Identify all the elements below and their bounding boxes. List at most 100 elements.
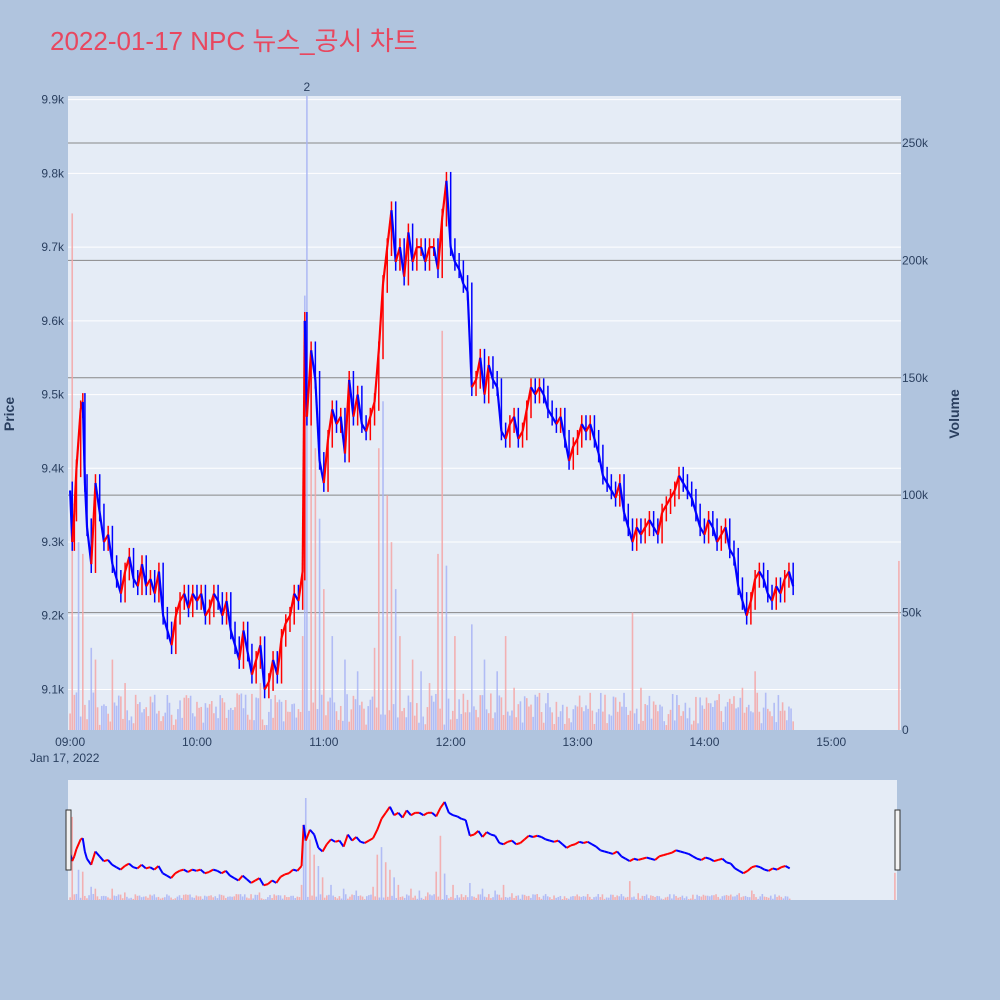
volume-bar <box>602 711 604 730</box>
volume-bar <box>513 687 515 730</box>
slider-volume-bar <box>656 895 658 900</box>
slider-volume-bar <box>212 897 214 900</box>
volume-bar <box>295 717 298 730</box>
volume-bar <box>272 717 274 730</box>
volume-bar <box>648 695 651 730</box>
slider-volume-bar <box>694 898 696 900</box>
slider-volume-bar <box>441 899 444 900</box>
slider-price-segment <box>326 838 332 845</box>
volume-bar <box>523 696 526 730</box>
slider-volume-bar <box>100 896 103 900</box>
slider-volume-bar <box>311 895 313 900</box>
slider-volume-bar <box>140 897 143 900</box>
range-slider-left-handle[interactable] <box>65 809 72 871</box>
slider-volume-bar <box>433 894 435 900</box>
slider-volume-bar <box>132 898 135 900</box>
slider-volume-bar <box>772 898 774 900</box>
slider-volume-bar <box>586 894 589 900</box>
volume-bar <box>257 698 260 730</box>
slider-volume-bar <box>616 895 618 900</box>
slider-price-segment <box>507 839 513 843</box>
slider-volume-bar <box>666 896 669 900</box>
volume-bar <box>187 698 190 730</box>
slider-volume-bar <box>281 898 284 900</box>
volume-bar <box>333 702 336 730</box>
volume-bar <box>69 713 71 730</box>
volume-bar <box>316 709 319 730</box>
slider-price-segment <box>183 868 189 873</box>
slider-volume-bar <box>260 898 263 900</box>
volume-bar <box>293 703 296 730</box>
slider-price-segment <box>187 868 193 873</box>
slider-volume-bar <box>597 894 600 900</box>
slider-price-segment <box>313 834 320 849</box>
volume-bar <box>371 696 374 730</box>
slider-volume-bar <box>382 897 385 900</box>
volume-bar <box>661 706 663 730</box>
slider-volume-bar <box>706 895 709 900</box>
slider-volume-bar <box>620 894 623 900</box>
volume-bar <box>534 694 537 730</box>
time-tick-label: 15:00 <box>816 735 846 749</box>
slider-price-segment <box>111 863 117 869</box>
slider-price-segment <box>650 857 656 861</box>
slider-volume-bar <box>159 898 162 900</box>
volume-bar <box>638 723 640 730</box>
time-tick-label: 11:00 <box>309 735 338 749</box>
plot-area[interactable] <box>68 96 901 730</box>
slider-volume-bar <box>506 897 509 900</box>
slider-price-segment <box>132 866 138 870</box>
volume-bar <box>409 702 412 730</box>
slider-price-segment <box>579 840 584 844</box>
slider-volume-bar <box>170 897 172 900</box>
volume-bar <box>443 724 446 730</box>
slider-volume-bar <box>250 894 252 900</box>
slider-volume-bar <box>660 898 663 900</box>
volume-bar <box>113 702 116 730</box>
range-slider-right-handle[interactable] <box>894 809 901 871</box>
slider-price-segment <box>292 868 298 872</box>
volume-axis-title: Volume <box>946 389 962 439</box>
slider-price-segment <box>566 844 572 849</box>
slider-volume-bar <box>448 898 450 900</box>
slider-price-segment <box>418 811 425 817</box>
slider-volume-bar <box>84 895 86 900</box>
volume-bar <box>616 711 619 730</box>
slider-price-segment <box>553 839 559 843</box>
volume-bar <box>731 703 733 730</box>
volume-bar <box>280 701 283 730</box>
slider-volume-bar <box>704 895 707 900</box>
volume-bar <box>320 694 323 730</box>
slider-volume-bar <box>256 894 259 900</box>
slider-price-segment <box>364 839 370 844</box>
slider-volume-bar <box>275 895 278 900</box>
volume-bar <box>117 695 120 730</box>
slider-volume-bar <box>671 898 673 900</box>
slider-price-segment <box>372 829 379 839</box>
slider-price-segment <box>523 835 530 841</box>
slider-volume-bar <box>637 893 640 900</box>
slider-volume-bar <box>641 895 644 900</box>
slider-price-segment <box>612 850 618 855</box>
slider-price-segment <box>98 855 105 862</box>
slider-volume-bar <box>344 894 347 900</box>
volume-bar <box>652 701 655 730</box>
slider-volume-bar <box>614 897 616 900</box>
volume-bar <box>498 695 501 730</box>
volume-bar <box>462 693 465 730</box>
volume-bar <box>623 692 625 730</box>
range-slider[interactable] <box>68 780 897 900</box>
slider-volume-bar <box>374 896 376 900</box>
slider-volume-bar <box>755 897 757 900</box>
slider-volume-bar <box>378 897 381 900</box>
slider-volume-bar <box>98 899 101 900</box>
volume-bar <box>196 701 198 730</box>
slider-volume-bar <box>698 896 701 900</box>
slider-volume-bar <box>134 894 137 900</box>
volume-bar <box>143 709 145 730</box>
slider-price-segment <box>461 817 466 822</box>
volume-tick-label: 0 <box>902 723 909 737</box>
slider-volume-bar <box>725 894 728 900</box>
slider-volume-bar <box>536 894 539 900</box>
volume-bar <box>242 708 245 730</box>
